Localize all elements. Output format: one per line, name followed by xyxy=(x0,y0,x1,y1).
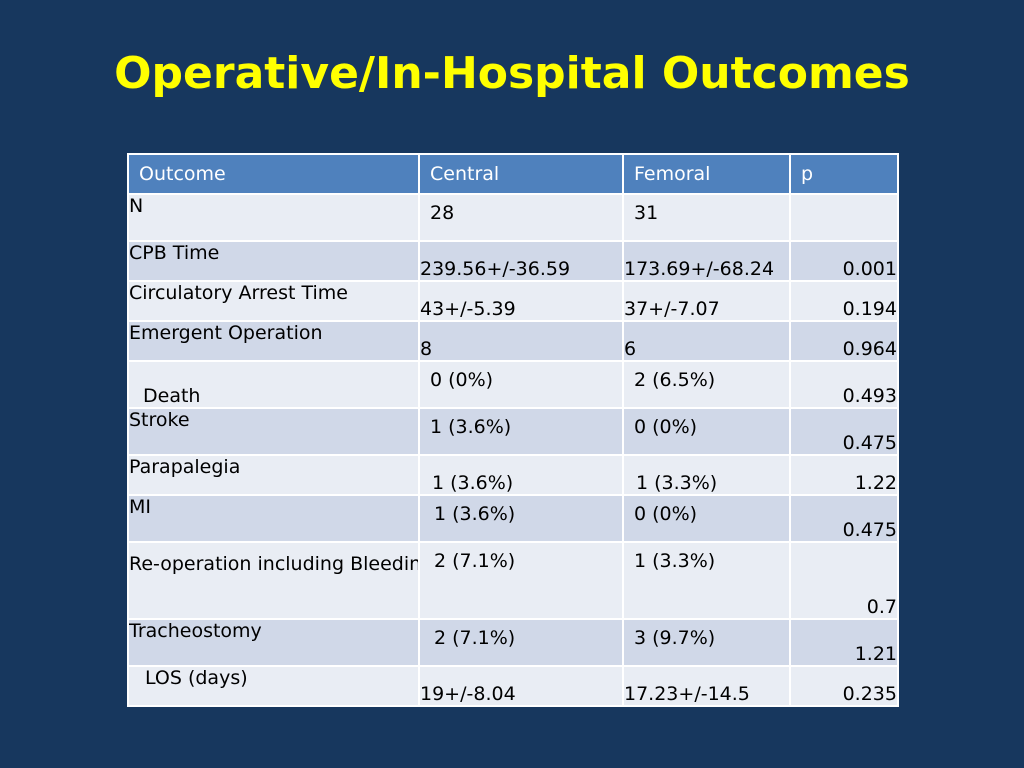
femoral-cell: 6 xyxy=(622,320,791,362)
femoral-cell: 0 (0%) xyxy=(622,407,791,456)
outcome-cell: N xyxy=(127,193,420,242)
outcomes-table: Outcome Central Femoral p N 28 31 CPB Ti… xyxy=(127,153,899,707)
central-cell: 2 (7.1%) xyxy=(418,541,624,620)
femoral-cell: 17.23+/-14.5 xyxy=(622,665,791,707)
p-cell: 0.235 xyxy=(789,665,899,707)
outcome-cell: Death xyxy=(127,360,420,409)
slide-title: Operative/In-Hospital Outcomes xyxy=(114,48,910,99)
table-row: Death 0 (0%) 2 (6.5%) 0.493 xyxy=(127,360,899,409)
p-cell: 0.964 xyxy=(789,320,899,362)
central-cell: 43+/-5.39 xyxy=(418,280,624,322)
central-cell: 239.56+/-36.59 xyxy=(418,240,624,282)
central-cell: 1 (3.6%) xyxy=(418,407,624,456)
header-p: p xyxy=(789,153,899,195)
table-row: Tracheostomy 2 (7.1%) 3 (9.7%) 1.21 xyxy=(127,618,899,667)
table-row: Re-operation including Bleeding 2 (7.1%)… xyxy=(127,541,899,620)
p-cell: 0.475 xyxy=(789,407,899,456)
femoral-cell: 31 xyxy=(622,193,791,242)
table-row: Parapalegia 1 (3.6%) 1 (3.3%) 1.22 xyxy=(127,454,899,496)
header-outcome: Outcome xyxy=(127,153,420,195)
central-cell: 2 (7.1%) xyxy=(418,618,624,667)
table-row: LOS (days) 19+/-8.04 17.23+/-14.5 0.235 xyxy=(127,665,899,707)
femoral-cell: 1 (3.3%) xyxy=(622,454,791,496)
p-cell: 0.194 xyxy=(789,280,899,322)
outcome-cell: MI xyxy=(127,494,420,543)
p-cell: 0.7 xyxy=(789,541,899,620)
outcome-cell: Tracheostomy xyxy=(127,618,420,667)
outcome-cell: Parapalegia xyxy=(127,454,420,496)
femoral-cell: 1 (3.3%) xyxy=(622,541,791,620)
outcome-cell: Emergent Operation xyxy=(127,320,420,362)
table-header-row: Outcome Central Femoral p xyxy=(127,153,899,195)
p-cell xyxy=(789,193,899,242)
table-row: N 28 31 xyxy=(127,193,899,242)
p-cell: 0.001 xyxy=(789,240,899,282)
outcome-cell: LOS (days) xyxy=(127,665,420,707)
table-row: Emergent Operation 8 6 0.964 xyxy=(127,320,899,362)
outcome-cell: Re-operation including Bleeding xyxy=(127,541,420,620)
femoral-cell: 2 (6.5%) xyxy=(622,360,791,409)
central-cell: 28 xyxy=(418,193,624,242)
p-cell: 1.22 xyxy=(789,454,899,496)
central-cell: 0 (0%) xyxy=(418,360,624,409)
femoral-cell: 37+/-7.07 xyxy=(622,280,791,322)
femoral-cell: 3 (9.7%) xyxy=(622,618,791,667)
central-cell: 19+/-8.04 xyxy=(418,665,624,707)
p-cell: 0.493 xyxy=(789,360,899,409)
table-row: Circulatory Arrest Time 43+/-5.39 37+/-7… xyxy=(127,280,899,322)
outcome-cell: CPB Time xyxy=(127,240,420,282)
central-cell: 1 (3.6%) xyxy=(418,454,624,496)
p-cell: 0.475 xyxy=(789,494,899,543)
p-cell: 1.21 xyxy=(789,618,899,667)
table-row: MI 1 (3.6%) 0 (0%) 0.475 xyxy=(127,494,899,543)
femoral-cell: 173.69+/-68.24 xyxy=(622,240,791,282)
table-row: CPB Time 239.56+/-36.59 173.69+/-68.24 0… xyxy=(127,240,899,282)
outcome-cell: Circulatory Arrest Time xyxy=(127,280,420,322)
femoral-cell: 0 (0%) xyxy=(622,494,791,543)
outcome-cell: Stroke xyxy=(127,407,420,456)
table-row: Stroke 1 (3.6%) 0 (0%) 0.475 xyxy=(127,407,899,456)
central-cell: 8 xyxy=(418,320,624,362)
central-cell: 1 (3.6%) xyxy=(418,494,624,543)
header-central: Central xyxy=(418,153,624,195)
header-femoral: Femoral xyxy=(622,153,791,195)
